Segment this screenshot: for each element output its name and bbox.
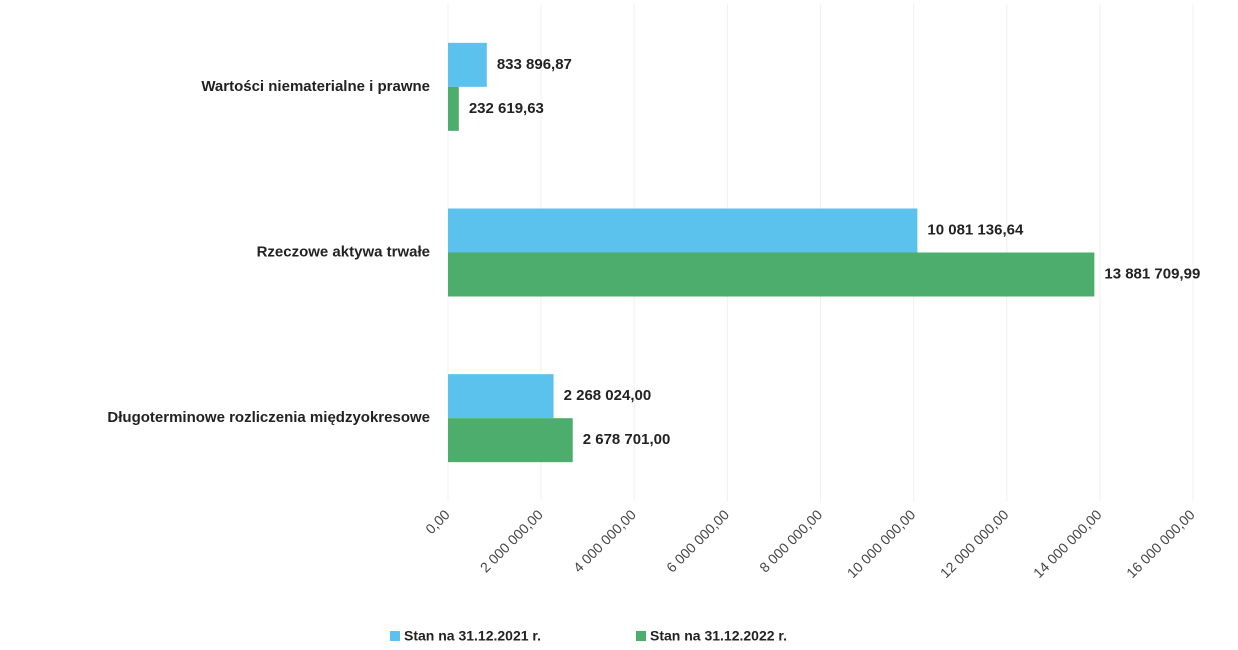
bar — [448, 42, 487, 87]
value-label: 2 678 701,00 — [583, 431, 671, 448]
x-tick-label: 6 000 000,00 — [663, 506, 732, 575]
category-label: Rzeczowe aktywa trwałe — [257, 243, 430, 260]
x-tick-label: 14 000 000,00 — [1030, 506, 1105, 581]
x-tick-label: 2 000 000,00 — [477, 506, 546, 575]
value-label: 232 619,63 — [469, 100, 544, 117]
legend-swatch — [636, 631, 646, 641]
bar — [448, 208, 918, 253]
value-label: 833 896,87 — [497, 56, 572, 73]
x-tick-label: 8 000 000,00 — [756, 506, 825, 575]
x-tick-label: 4 000 000,00 — [570, 506, 639, 575]
legend-label: Stan na 31.12.2022 r. — [650, 628, 787, 644]
x-tick-label: 12 000 000,00 — [937, 506, 1012, 581]
bar — [448, 418, 573, 463]
value-label: 10 081 136,64 — [927, 221, 1024, 238]
bar — [448, 374, 554, 419]
category-label: Długoterminowe rozliczenia międzyokresow… — [107, 409, 430, 426]
value-label: 2 268 024,00 — [564, 387, 652, 404]
legend-swatch — [390, 631, 400, 641]
x-tick-label: 0,00 — [422, 506, 453, 537]
legend-label: Stan na 31.12.2021 r. — [404, 628, 541, 644]
value-label: 13 881 709,99 — [1104, 265, 1200, 282]
bar — [448, 252, 1095, 297]
x-tick-label: 16 000 000,00 — [1123, 506, 1198, 581]
x-tick-label: 10 000 000,00 — [844, 506, 919, 581]
bar — [448, 86, 459, 131]
category-label: Wartości niematerialne i prawne — [201, 78, 430, 95]
